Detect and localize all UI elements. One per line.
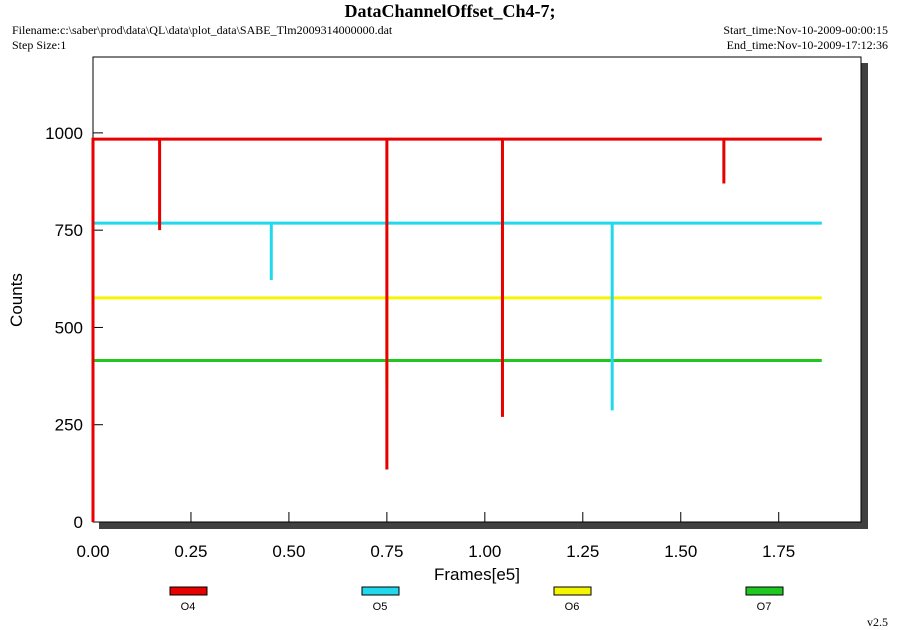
- x-tick-label: 0.75: [370, 542, 403, 561]
- y-tick-label: 0: [74, 513, 83, 532]
- y-axis-label: Counts: [7, 273, 26, 327]
- start-time: Start_time:Nov-10-2009-00:00:15: [723, 23, 888, 37]
- y-tick-label: 500: [55, 318, 83, 337]
- y-tick-label: 750: [55, 221, 83, 240]
- y-tick-label: 1000: [45, 124, 83, 143]
- legend-swatch: [169, 586, 208, 596]
- series-line: [91, 137, 822, 522]
- legend-label: O5: [373, 601, 388, 613]
- x-tick-label: 0.50: [272, 542, 305, 561]
- x-tick-label: 0.25: [174, 542, 207, 561]
- y-tick-label: 250: [55, 416, 83, 435]
- x-tick-label: 1.25: [566, 542, 599, 561]
- x-tick-label: 1.50: [664, 542, 697, 561]
- x-tick-label: 1.75: [762, 542, 795, 561]
- chart-title: DataChannelOffset_Ch4-7;: [345, 1, 556, 21]
- legend-swatch: [361, 586, 400, 596]
- filename: Filename:c:\saber\prod\data\QL\data\plot…: [12, 23, 393, 37]
- x-tick-label: 1.00: [468, 542, 501, 561]
- x-axis-label: Frames[e5]: [434, 565, 520, 584]
- plot-area: [92, 56, 862, 523]
- version: v2.5: [867, 615, 888, 629]
- legend-label: O4: [181, 601, 196, 613]
- series-line: [91, 221, 822, 522]
- legend-swatch: [745, 586, 784, 596]
- end-time: End_time:Nov-10-2009-17:12:36: [727, 38, 888, 52]
- legend-label: O7: [757, 601, 772, 613]
- legend-swatch: [553, 586, 592, 596]
- x-tick-label: 0.00: [76, 542, 109, 561]
- step-size: Step Size:1: [12, 38, 66, 52]
- legend-label: O6: [565, 601, 580, 613]
